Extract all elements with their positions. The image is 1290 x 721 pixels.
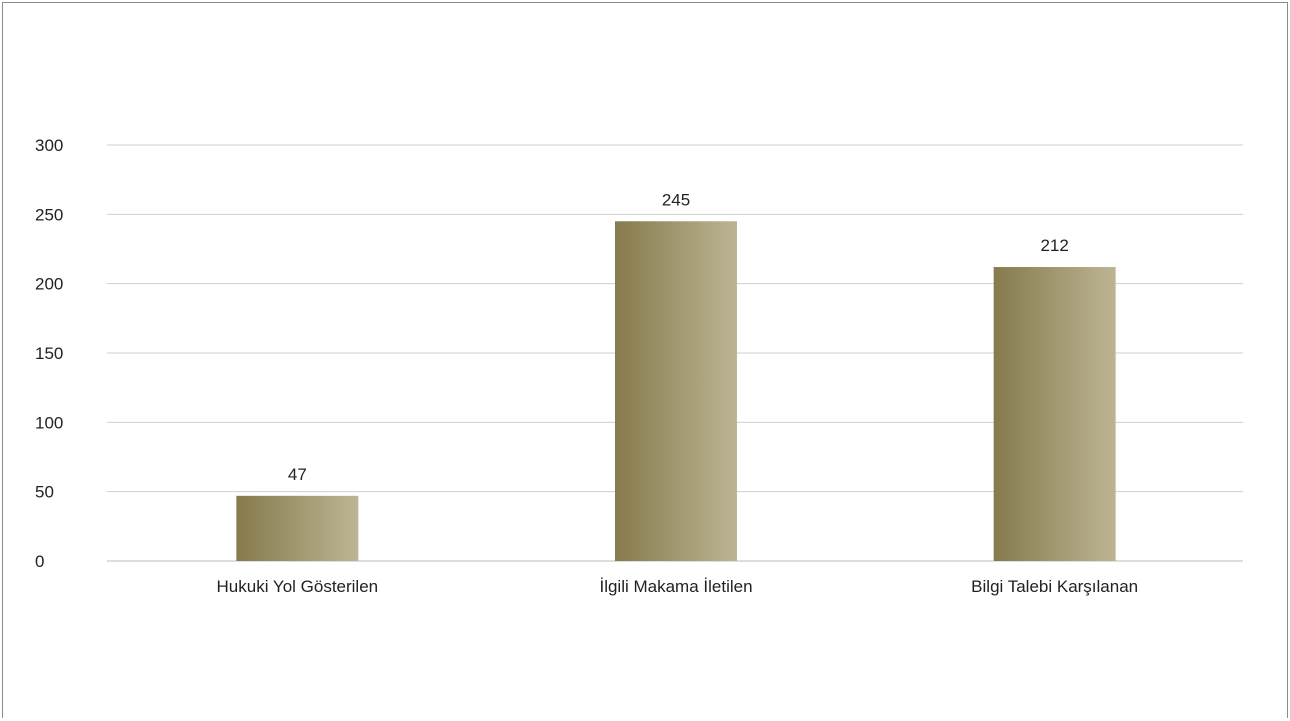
y-tick-label-50: 50 [35, 483, 54, 502]
y-tick-label-150: 150 [35, 344, 63, 363]
bar-1 [236, 495, 359, 561]
y-tick-label-0: 0 [35, 552, 44, 571]
bar-3 [993, 267, 1116, 561]
data-label-2: 245 [662, 190, 690, 209]
x-axis-category-labels: Hukuki Yol Gösterilen İlgili Makama İleti… [217, 577, 1139, 596]
y-tick-label-100: 100 [35, 413, 63, 432]
y-tick-label-250: 250 [35, 205, 63, 224]
bar-2 [615, 221, 737, 561]
data-labels: 47 245 212 [288, 190, 1069, 484]
category-label-2: İlgili Makama İletilen [599, 577, 752, 596]
category-label-1: Hukuki Yol Gösterilen [217, 577, 379, 596]
y-tick-label-300: 300 [35, 136, 63, 155]
bar-chart: 0 50 100 150 200 250 300 47 245 212 Hukuki Yol G… [35, 136, 1243, 596]
data-label-3: 212 [1040, 236, 1068, 255]
y-axis-tick-labels: 0 50 100 150 200 250 300 [35, 136, 63, 571]
y-tick-label-200: 200 [35, 275, 63, 294]
bars [236, 221, 1116, 561]
category-label-3: Bilgi Talebi Karşılanan [971, 577, 1138, 596]
data-label-1: 47 [288, 465, 307, 484]
